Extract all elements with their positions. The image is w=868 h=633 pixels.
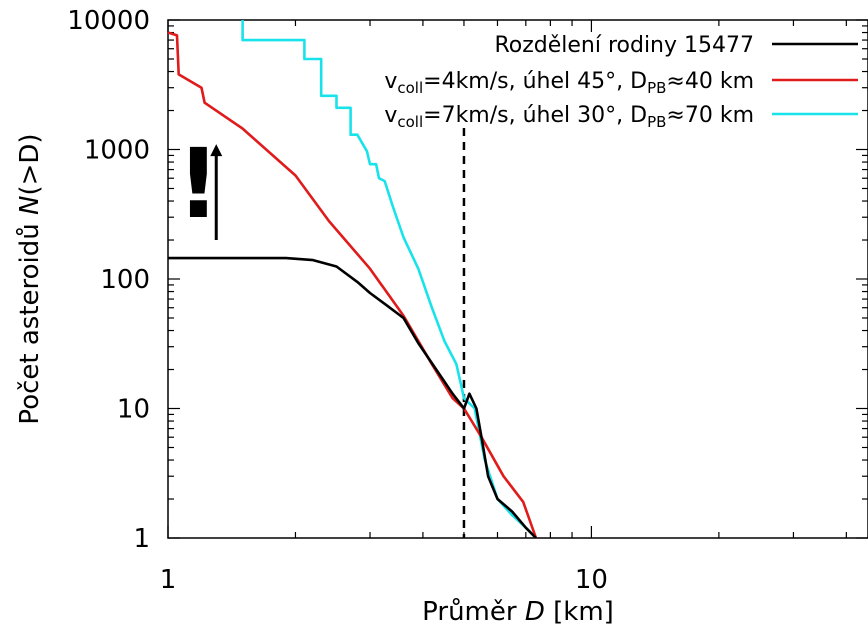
- y-tick-label: 10000: [67, 6, 150, 36]
- series-line-1: [168, 256, 537, 539]
- x-tick-label: 10: [575, 565, 608, 595]
- y-axis-ticks: 1 10 100 1000 10000: [67, 6, 868, 554]
- y-tick-label: 1000: [84, 136, 150, 166]
- legend-label-3: vcoll=7km/s, úhel 30°, DPB≈70 km: [384, 103, 754, 131]
- annotation-layer: !: [177, 128, 223, 240]
- x-axis-label: Průměr D [km]: [422, 597, 614, 627]
- exclamation-mark: !: [177, 128, 221, 240]
- legend-label-2: vcoll=4km/s, úhel 45°, DPB≈40 km: [384, 69, 754, 97]
- series-line-2: [167, 31, 538, 539]
- y-tick-label: 10: [117, 395, 150, 425]
- y-tick-label: 100: [100, 265, 150, 295]
- y-axis-label: Počet asteroidů N(>D): [15, 133, 45, 424]
- plot-frame: [167, 19, 868, 539]
- x-tick-label: 1: [160, 565, 177, 595]
- arrow-head: [210, 144, 223, 157]
- series-line-3: [241, 20, 537, 539]
- y-tick-label: 1: [133, 524, 150, 554]
- legend: Rozdělení rodiny 15477 vcoll=4km/s, úhel …: [384, 33, 858, 131]
- x-axis-ticks: 1 10: [160, 20, 847, 595]
- series-layer: [167, 20, 538, 539]
- legend-label-1: Rozdělení rodiny 15477: [494, 33, 754, 58]
